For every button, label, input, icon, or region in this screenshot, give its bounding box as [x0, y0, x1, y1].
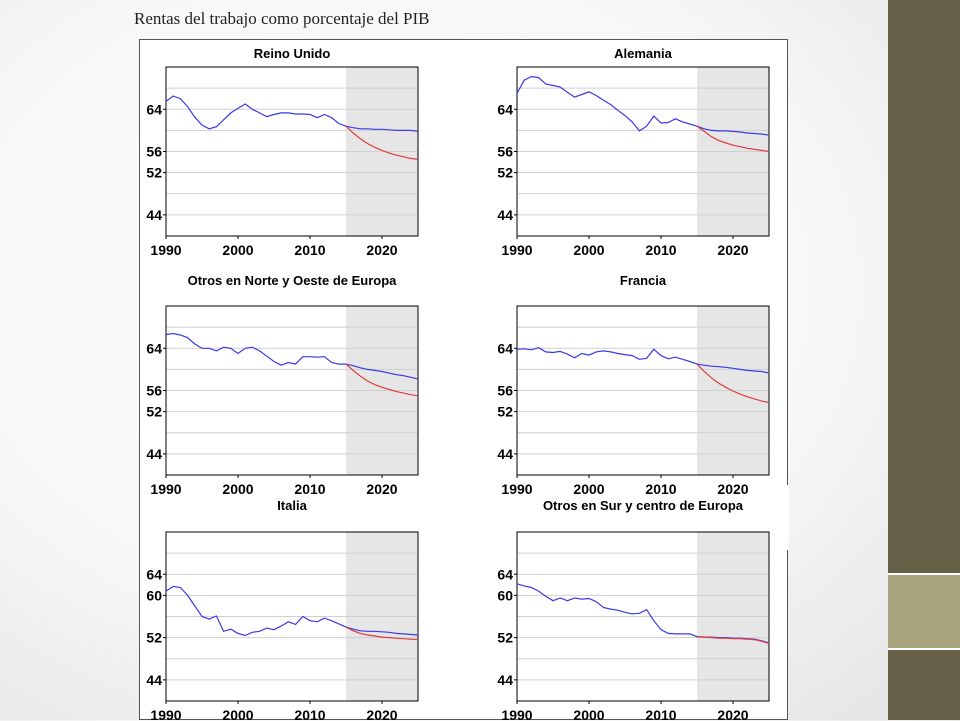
- y-tick-label: 52: [497, 165, 513, 181]
- x-tick-label: 2000: [573, 242, 604, 258]
- chart-title: Italia: [277, 498, 307, 513]
- decor-accent-block: [888, 575, 960, 648]
- y-tick-label: 44: [146, 207, 162, 223]
- x-tick-label: 2010: [645, 242, 676, 258]
- y-tick-label: 64: [146, 566, 162, 582]
- x-tick-label: 2010: [645, 707, 676, 721]
- chart-panel-3: Otros en Norte y Oeste de Europa 44 52 56 64…: [146, 273, 419, 497]
- chart-panel-2: Alemania 44 52 56 64 1990 2000 2010 2020: [497, 46, 770, 258]
- scenario-series-line: [345, 125, 419, 160]
- y-tick-label: 52: [497, 404, 513, 420]
- x-tick-label: 2000: [573, 707, 604, 721]
- x-tick-label: 1990: [501, 707, 532, 721]
- scenario-series-line: [696, 636, 770, 644]
- y-tick-label: 56: [146, 383, 162, 399]
- x-tick-label: 2000: [222, 707, 253, 721]
- baseline-series-line: [516, 347, 770, 374]
- y-tick-label: 52: [146, 165, 162, 181]
- y-tick-label: 64: [497, 101, 513, 117]
- plot-frame: [516, 531, 770, 702]
- y-tick-label: 64: [146, 101, 162, 117]
- y-tick-label: 44: [497, 672, 513, 688]
- baseline-series-line: [165, 95, 419, 132]
- y-tick-label: 60: [497, 587, 513, 603]
- slide-title: Rentas del trabajo como porcentaje del P…: [134, 9, 430, 28]
- x-tick-label: 2020: [366, 707, 397, 721]
- y-tick-label: 60: [146, 587, 162, 603]
- y-tick-label: 64: [146, 340, 162, 356]
- chart-panel-4: Francia 44 52 56 64 1990 2000 2010 2020: [497, 273, 770, 497]
- chart-title: Reino Unido: [254, 46, 331, 61]
- y-tick-label: 44: [146, 672, 162, 688]
- x-tick-label: 2000: [222, 242, 253, 258]
- y-tick-label: 44: [497, 207, 513, 223]
- x-tick-label: 2020: [717, 707, 748, 721]
- y-tick-label: 52: [497, 630, 513, 646]
- chart-figure: Reino Unido 44 52 56 64 1990 2000 2010 2020 Alema…: [139, 39, 789, 721]
- chart-title: Alemania: [614, 46, 673, 61]
- figure-edge-gap: [774, 485, 789, 550]
- baseline-series-line: [516, 75, 770, 136]
- x-tick-label: 1990: [150, 481, 181, 497]
- x-tick-label: 1990: [150, 242, 181, 258]
- chart-title: Otros en Sur y centro de Europa: [543, 498, 744, 513]
- scenario-series-line: [696, 363, 770, 404]
- chart-panel-1: Reino Unido 44 52 56 64 1990 2000 2010 2020: [146, 46, 419, 258]
- x-tick-label: 2000: [573, 481, 604, 497]
- y-tick-label: 44: [497, 446, 513, 462]
- baseline-series-line: [165, 585, 419, 637]
- y-tick-label: 64: [497, 340, 513, 356]
- x-tick-label: 2010: [645, 481, 676, 497]
- x-tick-label: 1990: [501, 242, 532, 258]
- decor-divider-top: [888, 573, 960, 575]
- decor-divider-bottom: [888, 648, 960, 650]
- x-tick-label: 2020: [366, 481, 397, 497]
- chart-title: Otros en Norte y Oeste de Europa: [188, 273, 398, 288]
- y-tick-label: 64: [497, 566, 513, 582]
- scenario-series-line: [696, 125, 770, 153]
- chart-title: Francia: [620, 273, 667, 288]
- x-tick-label: 2000: [222, 481, 253, 497]
- y-tick-label: 44: [146, 446, 162, 462]
- y-tick-label: 56: [497, 144, 513, 160]
- scenario-series-line: [345, 363, 419, 397]
- x-tick-label: 2020: [717, 242, 748, 258]
- x-tick-label: 2020: [717, 481, 748, 497]
- chart-panel-5: Italia 44 52 60 64 1990 2000 2010 2020: [146, 498, 419, 721]
- x-tick-label: 1990: [150, 707, 181, 721]
- x-tick-label: 2010: [294, 707, 325, 721]
- y-tick-label: 56: [146, 144, 162, 160]
- y-tick-label: 56: [497, 383, 513, 399]
- x-tick-label: 2010: [294, 242, 325, 258]
- plot-frame: [165, 531, 419, 702]
- y-tick-label: 52: [146, 630, 162, 646]
- y-tick-label: 52: [146, 404, 162, 420]
- scenario-series-line: [345, 626, 419, 641]
- baseline-series-line: [165, 332, 419, 380]
- x-tick-label: 2010: [294, 481, 325, 497]
- chart-panel-6: Otros en Sur y centro de Europa 44 52 60 64 1…: [497, 498, 770, 721]
- x-tick-label: 1990: [501, 481, 532, 497]
- x-tick-label: 2020: [366, 242, 397, 258]
